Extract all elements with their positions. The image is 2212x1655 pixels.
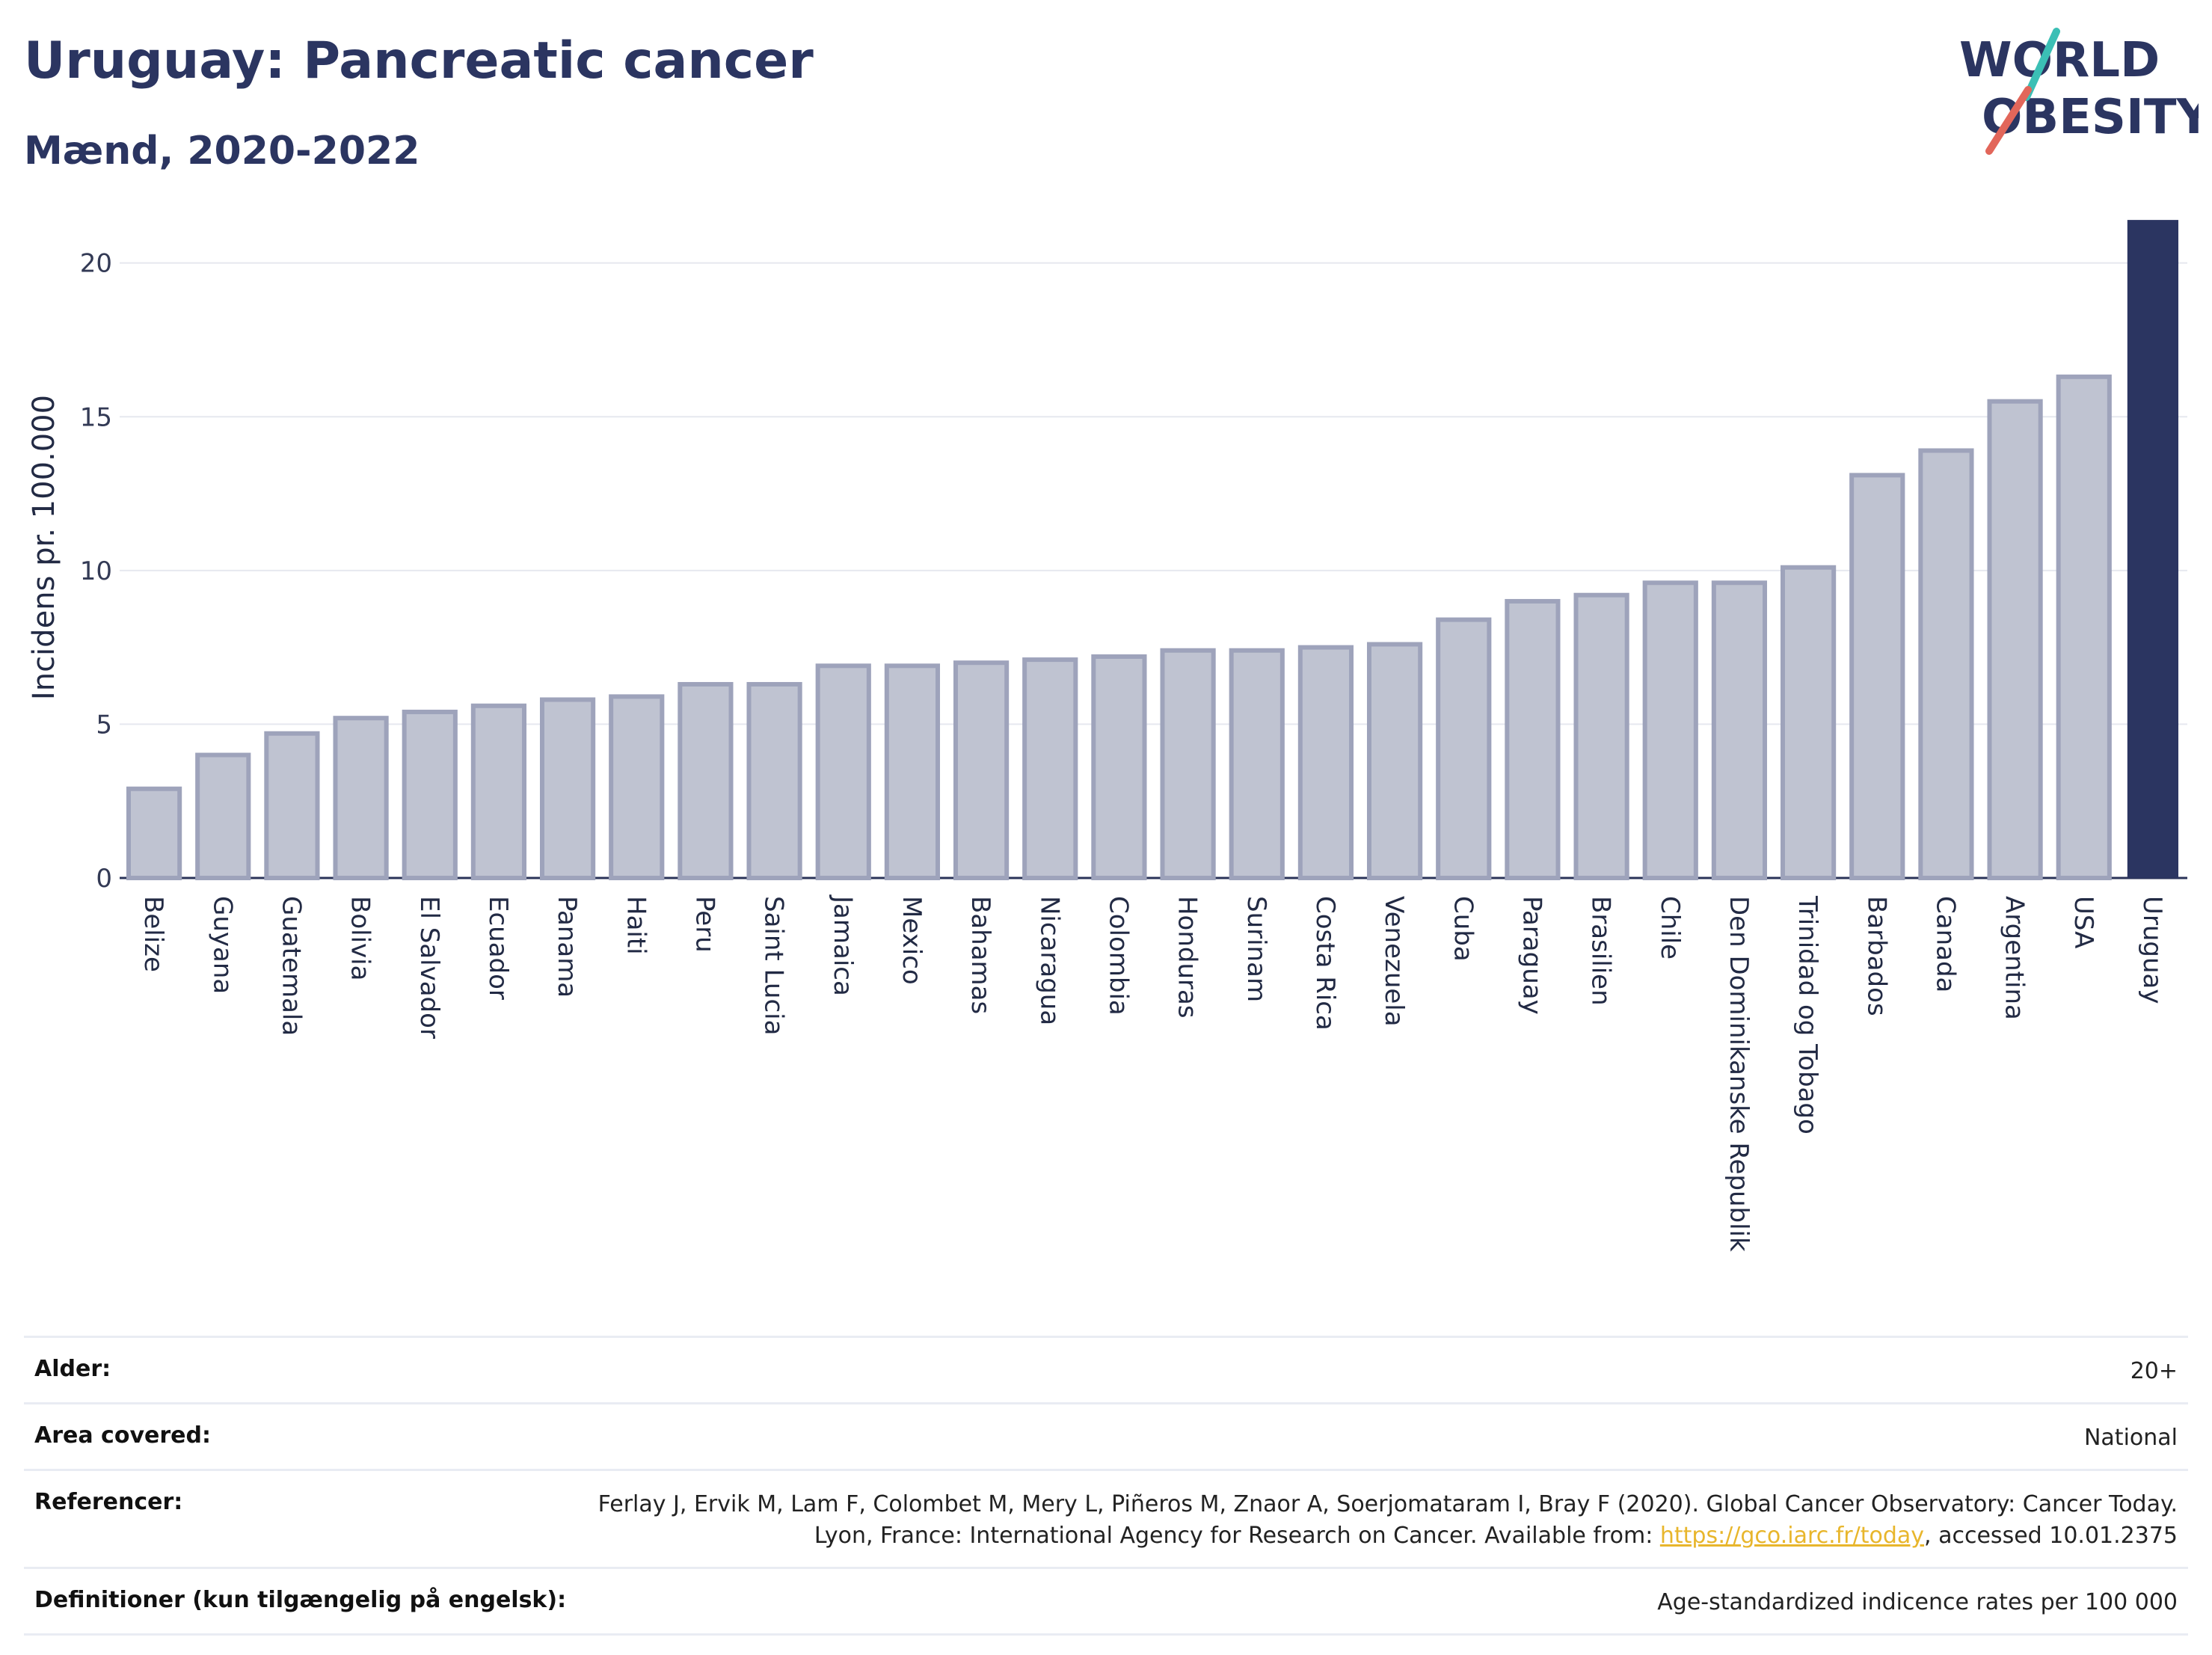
x-category-label: Mexico [897,896,927,985]
y-tick-label: 0 [96,864,112,894]
y-axis-title: Incidens pr. 100.000 [27,395,61,700]
bar-mexico [884,663,941,880]
x-category-label: Haiti [621,896,651,955]
bars-layer [126,220,2179,881]
x-category-label: Canada [1930,896,1960,992]
y-tick-label: 5 [96,710,112,740]
bar-colombia [1091,654,1147,880]
x-category-label: Paraguay [1517,896,1546,1015]
meta-age-label: Alder: [34,1356,111,1382]
x-category-label: Barbados [1861,896,1891,1016]
x-category-label: Honduras [1173,896,1202,1019]
x-category-label: Guyana [207,896,237,994]
x-category-label: Uruguay [2137,896,2167,1004]
y-tick-label: 10 [80,556,112,586]
y-tick-label: 15 [80,402,112,432]
bar-haiti [609,694,665,880]
x-category-label: Surinam [1241,896,1271,1002]
x-category-label: Ecuador [483,896,513,1000]
bar-guatemala [264,731,320,880]
x-category-label: Cuba [1448,896,1478,962]
bar-honduras [1160,648,1216,881]
meta-row-definitions: Definitioner (kun tilgængelig på engelsk… [24,1567,2188,1636]
y-tick-layer: 0 5 10 15 20 [80,249,112,894]
bar-barbados [1849,473,1905,880]
x-category-label: Chile [1655,896,1685,959]
meta-age-value: 20+ [2130,1358,2178,1384]
meta-ref-value: Ferlay J, Ervik M, Lam F, Colombet M, Me… [570,1489,2178,1552]
x-category-layer: Belize Guyana Guatemala Bolivia El Salvador E… [138,894,2167,1252]
x-category-label: Bolivia [345,896,375,980]
y-tick-label: 20 [80,249,112,279]
x-category-label: Nicaragua [1034,896,1064,1025]
bar-ecuador [470,703,527,880]
x-category-label: Jamaica [828,894,858,996]
x-category-label: Peru [689,896,719,953]
x-category-label: Belize [138,896,168,972]
bar-belize [126,786,182,881]
x-category-label: Saint Lucia [759,896,789,1035]
meta-ref-link[interactable]: https://gco.iarc.fr/today [1659,1523,1925,1549]
bar-uruguay [2127,220,2179,878]
bar-den-dominikanske-republik [1711,580,1768,880]
chart-subtitle: Mænd, 2020-2022 [24,129,420,174]
logo-slash-teal [2023,28,2060,101]
x-category-label: USA [2068,896,2098,948]
logo-slash-red [1985,86,2032,155]
x-category-label: Trinidad og Tobago [1792,895,1822,1134]
bar-panama [539,697,596,880]
bar-el-salvador [402,709,458,881]
meta-area-label: Area covered: [34,1422,211,1449]
bar-guyana [195,752,251,881]
bar-venezuela [1366,642,1423,881]
meta-row-area: Area covered: National [24,1402,2188,1469]
bar-jamaica [815,663,871,880]
logo-line-1: WORLD [1959,33,2160,88]
meta-area-value: National [2083,1425,2178,1451]
bar-costa-rica [1297,645,1354,881]
meta-ref-text: Ferlay J, Ervik M, Lam F, Colombet M, Me… [597,1491,2178,1549]
meta-ref-label: Referencer: [34,1489,183,1515]
grid-layer [120,262,2187,879]
x-category-label: Colombia [1103,896,1133,1016]
bar-argentina [1987,399,2043,880]
x-category-label: Bahamas [965,896,995,1014]
bar-chart: 0 5 10 15 20 Belize Guyana Guatemala Bolivia El … [27,220,2187,1252]
bar-surinam [1229,648,1285,881]
bar-chile [1642,580,1698,880]
meta-row-age: Alder: 20+ [24,1336,2188,1402]
bar-nicaragua [1022,657,1078,880]
x-category-label: Panama [552,896,582,998]
meta-ref-accessed: , accessed 10.01.2375 [1924,1523,2178,1549]
x-category-label: Costa Rica [1310,896,1340,1031]
x-category-label: Brasilien [1586,896,1616,1006]
meta-def-label: Definitioner (kun tilgængelig på engelsk… [34,1587,567,1613]
bar-brasilien [1573,592,1629,880]
bar-saint-lucia [746,681,802,881]
metadata-table: Alder: 20+ Area covered: National Refere… [24,1336,2188,1636]
x-category-label: El Salvador [414,896,444,1039]
x-category-label: Venezuela [1379,896,1409,1027]
x-category-label: Argentina [2000,896,2030,1020]
bar-trinidad-og-tobago [1780,565,1837,880]
chart-title: Uruguay: Pancreatic cancer [24,31,814,90]
bar-paraguay [1505,598,1561,880]
world-obesity-logo: WORLD OBESITY [1959,28,2199,155]
bar-cuba [1436,617,1492,880]
bar-canada [1918,448,1974,880]
bar-bahamas [953,660,1010,880]
x-category-label: Guatemala [276,896,306,1036]
meta-def-value: Age-standardized indicence rates per 100… [1657,1589,2178,1615]
bar-usa [2056,374,2112,881]
meta-row-references: Referencer: Ferlay J, Ervik M, Lam F, Co… [24,1469,2188,1567]
x-category-label: Den Dominikanske Republik [1724,896,1754,1252]
bar-bolivia [333,716,389,881]
bar-peru [678,681,734,881]
